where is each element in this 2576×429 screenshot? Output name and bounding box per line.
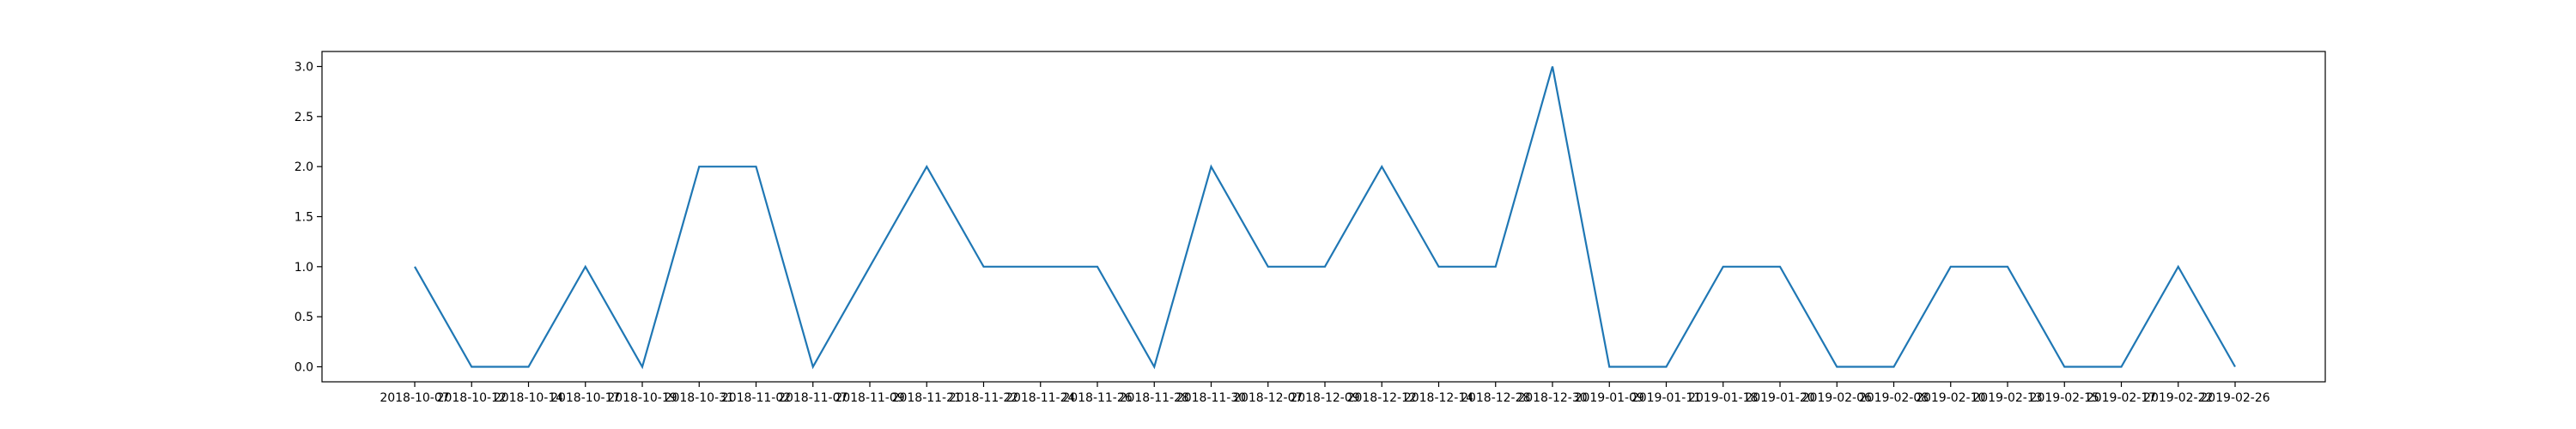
x-tick-label: 2018-11-28 [1120,391,1189,405]
x-tick-label: 2019-02-17 [2087,391,2156,405]
x-tick-label: 2018-11-09 [835,391,904,405]
x-tick-label: 2018-12-12 [1347,391,1417,405]
x-tick-label: 2019-02-06 [1802,391,1872,405]
x-tick-label: 2018-11-02 [721,391,791,405]
x-tick-label: 2018-11-26 [1062,391,1132,405]
x-tick-label: 2018-10-07 [380,391,449,405]
x-tick-label: 2019-02-08 [1859,391,1929,405]
x-tick-label: 2018-12-14 [1404,391,1473,405]
x-tick-label: 2018-12-07 [1233,391,1303,405]
x-tick-label: 2019-01-18 [1688,391,1758,405]
x-tick-label: 2019-01-20 [1745,391,1814,405]
x-tick-label: 2018-10-12 [437,391,507,405]
x-tick-label: 2018-12-30 [1517,391,1587,405]
y-tick-label: 1.0 [295,261,313,275]
x-tick-label: 2019-02-15 [2030,391,2099,405]
y-tick-label: 2.5 [295,111,313,124]
y-axis-ticks: 0.0 0.5 1.0 1.5 2.0 2.5 3.0 [295,61,322,375]
x-tick-label: 2018-11-24 [1005,391,1075,405]
x-tick-label: 2018-11-07 [778,391,848,405]
x-tick-label: 2018-10-17 [550,391,620,405]
y-tick-label: 3.0 [295,61,313,75]
y-tick-label: 0.0 [295,361,313,375]
x-tick-label: 2019-01-11 [1631,391,1701,405]
plot-area-frame [321,51,2326,383]
x-tick-label: 2018-10-31 [665,391,734,405]
x-tick-label: 2019-02-22 [2143,391,2213,405]
series-layer [414,66,2236,370]
x-tick-label: 2018-12-09 [1290,391,1359,405]
x-tick-label: 2019-02-10 [1916,391,1985,405]
x-tick-label: 2019-02-13 [1972,391,2042,405]
x-tick-label: 2019-02-26 [2200,391,2269,405]
x-tick-label: 2018-11-22 [949,391,1018,405]
x-tick-label: 2019-01-09 [1575,391,1644,405]
y-tick-label: 2.0 [295,160,313,174]
x-axis-ticks: 2018-10-072018-10-122018-10-142018-10-17… [380,382,2270,405]
series-line [414,66,2236,370]
x-tick-label: 2018-10-14 [494,391,563,405]
y-tick-label: 0.5 [295,311,313,324]
x-tick-label: 2018-11-30 [1176,391,1246,405]
x-tick-label: 2018-11-21 [892,391,962,405]
y-tick-label: 1.5 [295,211,313,225]
x-tick-label: 2018-10-19 [607,391,677,405]
x-tick-label: 2018-12-28 [1461,391,1530,405]
